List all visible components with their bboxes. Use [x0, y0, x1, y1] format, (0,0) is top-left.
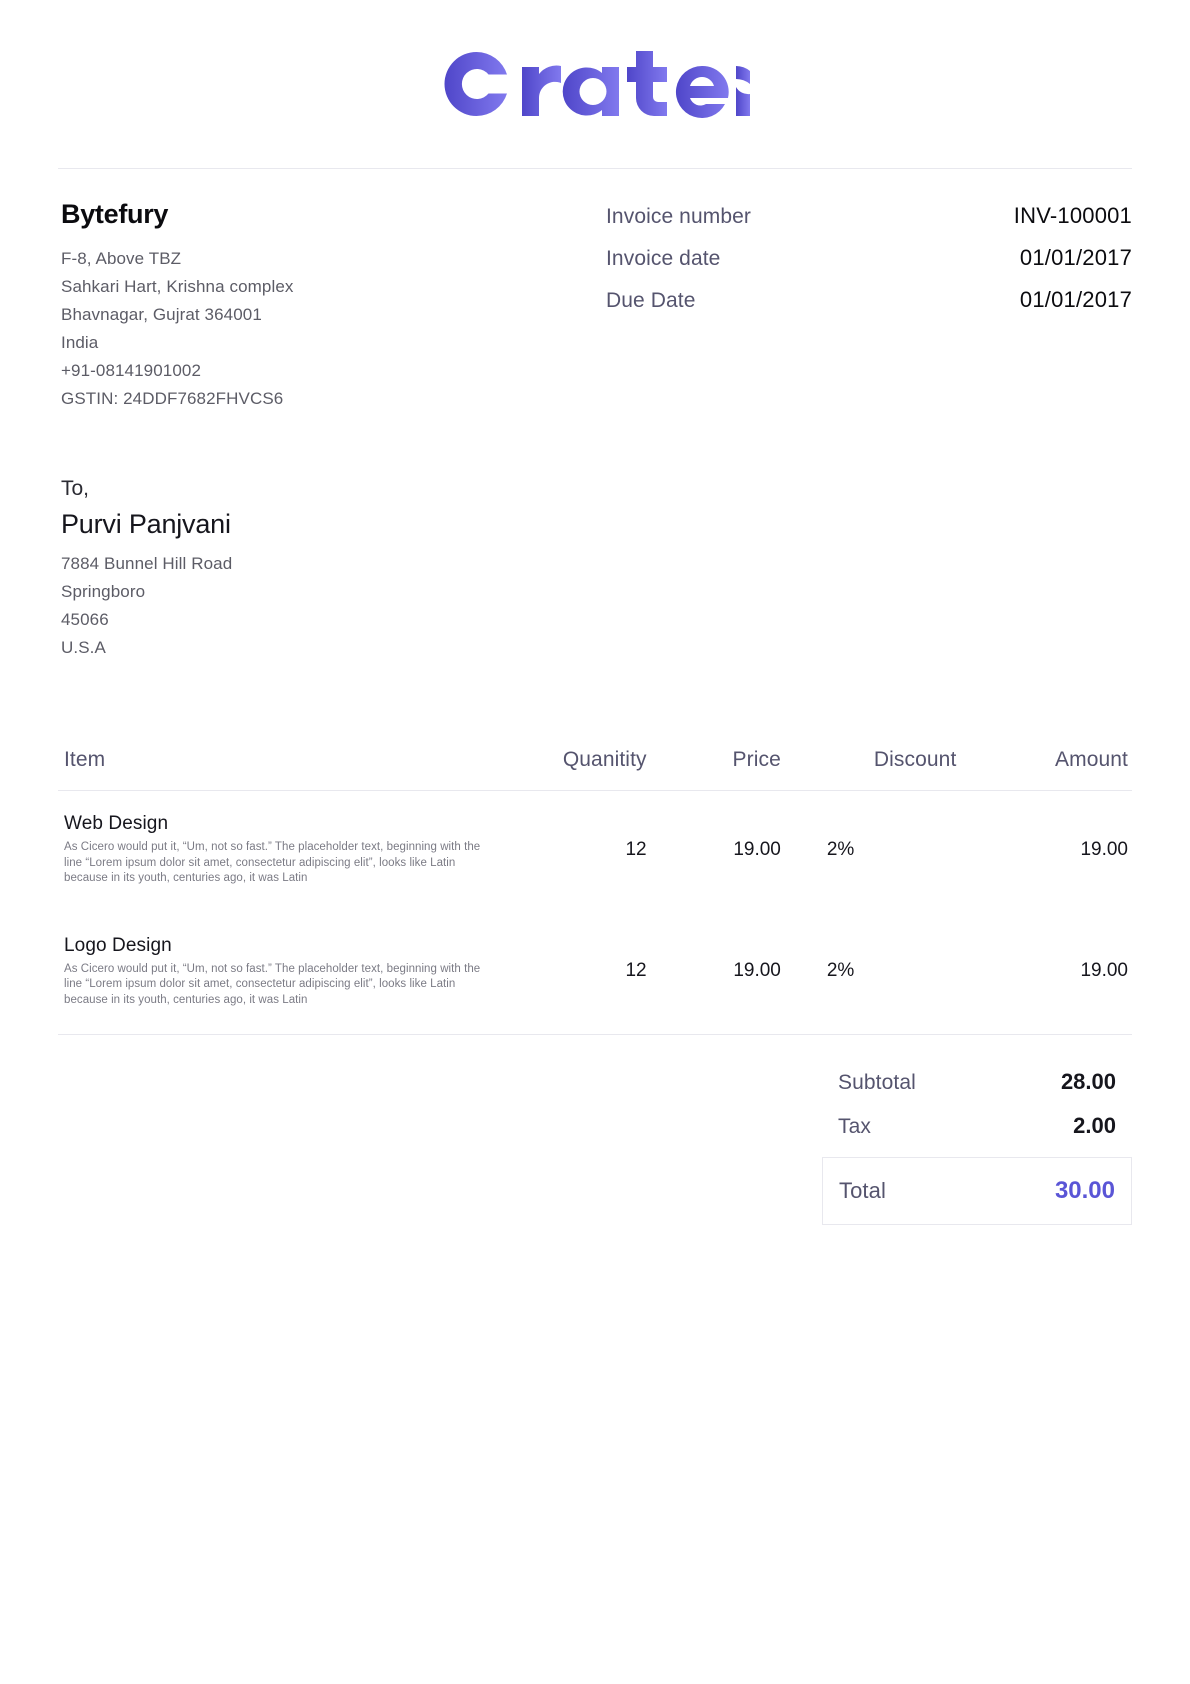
meta-label: Invoice number — [606, 205, 751, 228]
grand-total-row: Total 30.00 — [822, 1157, 1132, 1225]
invoice-header: Bytefury F-8, Above TBZ Sahkari Hart, Kr… — [58, 169, 1132, 413]
cell-quantity: 12 — [502, 912, 647, 1035]
tax-row: Tax 2.00 — [822, 1113, 1132, 1139]
grand-total-value: 30.00 — [1054, 1177, 1115, 1204]
item-description: As Cicero would put it, “Um, not so fast… — [64, 962, 481, 1006]
company-name: Bytefury — [61, 199, 169, 229]
bill-to-name: Purvi Panjvani — [61, 509, 231, 539]
subtotal-value: 28.00 — [1060, 1069, 1116, 1094]
meta-label: Due Date — [606, 289, 696, 312]
meta-row-invoice-date: Invoice date 01/01/2017 — [606, 245, 1132, 271]
grand-total-label: Total — [839, 1178, 886, 1203]
from-address-block: Bytefury F-8, Above TBZ Sahkari Hart, Kr… — [58, 199, 606, 413]
meta-label: Invoice date — [606, 247, 721, 270]
bill-to-block: To, Purvi Panjvani 7884 Bunnel Hill Road… — [58, 413, 1132, 662]
cell-price: 19.00 — [646, 912, 781, 1035]
table-header-row: Item Quanitity Price Discount Amount — [58, 748, 1132, 791]
column-header-item: Item — [58, 748, 503, 791]
from-address-line: F-8, Above TBZ — [61, 249, 182, 268]
from-address-line: Sahkari Hart, Krishna complex — [61, 277, 294, 296]
from-phone: +91-08141901002 — [61, 361, 201, 380]
item-description: As Cicero would put it, “Um, not so fast… — [64, 841, 481, 884]
meta-value: 01/01/2017 — [1019, 287, 1132, 312]
invoice-meta-block: Invoice number INV-100001 Invoice date 0… — [606, 199, 1132, 413]
brand-logo — [58, 0, 1132, 168]
tax-label: Tax — [838, 1115, 871, 1138]
bill-to-address-line: 45066 — [61, 610, 109, 629]
meta-value: INV-100001 — [1013, 203, 1132, 228]
bill-to-address-line: U.S.A — [61, 638, 106, 657]
item-name: Logo Design — [64, 934, 172, 956]
meta-row-invoice-number: Invoice number INV-100001 — [606, 203, 1132, 229]
bill-to-address-line: Springboro — [61, 582, 146, 601]
cell-amount: 19.00 — [956, 912, 1132, 1035]
column-header-amount: Amount — [956, 748, 1132, 791]
column-header-price: Price — [646, 748, 781, 791]
totals-section: Subtotal 28.00 Tax 2.00 Total 30.00 — [58, 1069, 1132, 1225]
cell-price: 19.00 — [733, 838, 781, 860]
subtotal-row: Subtotal 28.00 — [822, 1069, 1132, 1095]
cell-discount: 2% — [780, 912, 957, 1035]
bill-to-address-line: 7884 Bunnel Hill Road — [61, 554, 233, 573]
item-name: Web Design — [64, 813, 169, 834]
meta-row-due-date: Due Date 01/01/2017 — [606, 287, 1132, 313]
column-header-quantity: Quanitity — [502, 748, 647, 791]
crater-logo-icon — [444, 51, 750, 118]
subtotal-label: Subtotal — [838, 1071, 916, 1094]
meta-value: 01/01/2017 — [1019, 245, 1132, 270]
cell-item: Logo Design As Cicero would put it, “Um,… — [58, 912, 503, 1035]
from-address-line: Bhavnagar, Gujrat 364001 — [61, 305, 262, 324]
from-address-line: India — [61, 333, 99, 352]
bill-to-label: To, — [61, 477, 90, 500]
column-header-discount: Discount — [780, 748, 957, 791]
from-gstin: GSTIN: 24DDF7682FHVCS6 — [61, 389, 284, 408]
header-divider — [58, 168, 1132, 169]
table-row: Logo Design As Cicero would put it, “Um,… — [58, 912, 1132, 1035]
table-row: Web Design As Cicero would put it, “Um, … — [58, 791, 1132, 913]
tax-value: 2.00 — [1073, 1113, 1116, 1138]
line-items-table: Item Quanitity Price Discount Amount Web… — [58, 748, 1132, 1035]
cell-item: Web Design As Cicero would put it, “Um, … — [58, 791, 502, 913]
cell-quantity: 12 — [625, 838, 647, 860]
cell-amount: 19.00 — [1080, 838, 1128, 860]
cell-discount: 2% — [826, 838, 855, 860]
